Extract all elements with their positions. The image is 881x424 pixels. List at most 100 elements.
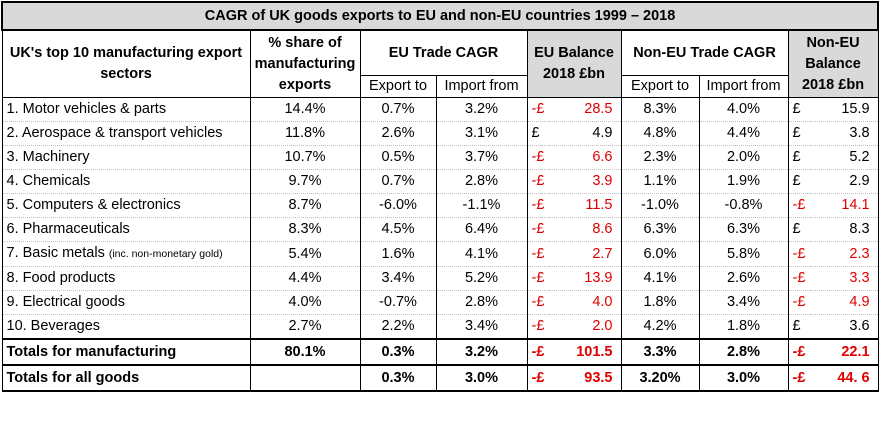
noneu-import-cell: 6.3% [698, 217, 789, 242]
share-cell: 4.0% [249, 290, 361, 315]
sector-name: 4. Chemicals [1, 169, 251, 194]
eu-balance-currency: -£ [526, 364, 549, 392]
table-row: 3. Machinery 10.7% 0.5% 3.7% -£ 6.6 2.3% 2.0% £5… [1, 145, 879, 170]
noneu-import-cell: 4.0% [698, 97, 789, 122]
sector-name: 7. Basic metals (inc. non-monetary gold) [1, 241, 251, 267]
eu-export-cell: -0.7% [359, 290, 437, 315]
sector-name-text: 7. Basic metals [6, 245, 109, 261]
eu-balance-cell: 2.7 [549, 241, 622, 267]
sector-name: 9. Electrical goods [1, 290, 251, 315]
noneu-import-cell: 1.9% [698, 169, 789, 194]
cagr-table: CAGR of UK goods exports to EU and non-E… [0, 1, 880, 392]
share-cell: 2.7% [249, 314, 361, 340]
table-row: 8. Food products 4.4% 3.4% 5.2% -£ 13.9 4.1% 2.… [1, 266, 879, 291]
noneu-balance-currency: -£ [787, 290, 810, 315]
noneu-balance-currency: -£ [787, 364, 810, 392]
noneu-balance-currency: -£ [787, 338, 810, 366]
table-row: 2. Aerospace & transport vehicles 11.8% 2.… [1, 121, 879, 146]
noneu-balance-cell: 3.8 [810, 121, 879, 146]
header-noneu-balance: Non-EU Balance 2018 £bn [787, 29, 879, 98]
eu-balance-currency: -£ [526, 193, 549, 218]
noneu-import-cell: -0.8% [698, 193, 789, 218]
table-totals: Totals for manufacturing 80.1% 0.3% 3.2% -£ 1… [1, 338, 879, 392]
noneu-export-cell: 1.8% [620, 290, 700, 315]
noneu-balance-currency: -£ [787, 266, 810, 291]
eu-balance-cell: 11.5 [549, 193, 622, 218]
eu-balance-cell: 6.6 [549, 145, 622, 170]
noneu-balance-cell: 2.3 [810, 241, 879, 267]
eu-import-cell: 3.1% [435, 121, 528, 146]
eu-export-cell: 2.6% [359, 121, 437, 146]
table-row: 6. Pharmaceuticals 8.3% 4.5% 6.4% -£ 8.6 6.3% 6… [1, 217, 879, 242]
header-eu-trade: EU Trade CAGR [359, 29, 528, 76]
share-cell: 10.7% [249, 145, 361, 170]
eu-balance-cell: 93.5 [549, 364, 622, 392]
noneu-export-cell: 4.8% [620, 121, 700, 146]
table-row: 4. Chemicals 9.7% 0.7% 2.8% -£ 3.9 1.1% 1.9% £2.… [1, 169, 879, 194]
noneu-balance-currency: £ [787, 145, 810, 170]
noneu-balance-currency: £ [787, 169, 810, 194]
table-title: CAGR of UK goods exports to EU and non-E… [0, 1, 880, 31]
noneu-import-cell: 5.8% [698, 241, 789, 267]
noneu-balance-currency: £ [787, 314, 810, 340]
eu-balance-cell: 8.6 [549, 217, 622, 242]
eu-export-cell: 0.5% [359, 145, 437, 170]
header-noneu-trade: Non-EU Trade CAGR [620, 29, 789, 76]
sector-name: 2. Aerospace & transport vehicles [1, 121, 251, 146]
noneu-export-cell: 2.3% [620, 145, 700, 170]
table-row: 1. Motor vehicles & parts 14.4% 0.7% 3.2% -£… [1, 97, 879, 122]
noneu-export-cell: 3.3% [620, 338, 700, 366]
noneu-balance-cell: 2.9 [810, 169, 879, 194]
header-eu-export-to: Export to [359, 75, 437, 98]
eu-import-cell: 3.0% [435, 364, 528, 392]
eu-balance-cell: 13.9 [549, 266, 622, 291]
sector-name-note: (inc. non-monetary gold) [108, 248, 223, 260]
noneu-export-cell: 8.3% [620, 97, 700, 122]
eu-balance-currency: -£ [526, 169, 549, 194]
eu-import-cell: 3.4% [435, 314, 528, 340]
share-cell: 8.3% [249, 217, 361, 242]
sector-name: 10. Beverages [1, 314, 251, 340]
table-row: Totals for all goods 0.3% 3.0% -£ 93.5 3.20% 3… [1, 364, 879, 392]
sector-name: 8. Food products [1, 266, 251, 291]
noneu-export-cell: 3.20% [620, 364, 700, 392]
sector-name: 1. Motor vehicles & parts [1, 97, 251, 122]
eu-balance-currency: -£ [526, 241, 549, 267]
sector-name: Totals for manufacturing [1, 338, 251, 366]
header-noneu-export-to: Export to [620, 75, 700, 98]
eu-import-cell: 2.8% [435, 290, 528, 315]
eu-balance-cell: 4.0 [549, 290, 622, 315]
noneu-balance-currency: £ [787, 97, 810, 122]
share-cell: 8.7% [249, 193, 361, 218]
eu-balance-cell: 3.9 [549, 169, 622, 194]
sector-name: 3. Machinery [1, 145, 251, 170]
sector-name: 6. Pharmaceuticals [1, 217, 251, 242]
eu-import-cell: 3.2% [435, 97, 528, 122]
noneu-import-cell: 1.8% [698, 314, 789, 340]
share-cell: 5.4% [249, 241, 361, 267]
eu-balance-cell: 4.9 [549, 121, 622, 146]
eu-export-cell: -6.0% [359, 193, 437, 218]
noneu-export-cell: -1.0% [620, 193, 700, 218]
noneu-import-cell: 3.0% [698, 364, 789, 392]
eu-export-cell: 4.5% [359, 217, 437, 242]
share-cell: 4.4% [249, 266, 361, 291]
noneu-import-cell: 2.8% [698, 338, 789, 366]
noneu-balance-currency: £ [787, 217, 810, 242]
eu-import-cell: 5.2% [435, 266, 528, 291]
noneu-balance-cell: 8.3 [810, 217, 879, 242]
noneu-balance-cell: 14.1 [810, 193, 879, 218]
noneu-import-cell: 4.4% [698, 121, 789, 146]
share-cell: 14.4% [249, 97, 361, 122]
noneu-export-cell: 1.1% [620, 169, 700, 194]
eu-export-cell: 0.7% [359, 97, 437, 122]
eu-export-cell: 3.4% [359, 266, 437, 291]
eu-export-cell: 1.6% [359, 241, 437, 267]
sector-name: 5. Computers & electronics [1, 193, 251, 218]
eu-import-cell: 4.1% [435, 241, 528, 267]
eu-balance-currency: -£ [526, 97, 549, 122]
eu-balance-currency: £ [526, 121, 549, 146]
table-row: 7. Basic metals (inc. non-monetary gold)… [1, 241, 879, 267]
eu-balance-currency: -£ [526, 145, 549, 170]
noneu-import-cell: 2.0% [698, 145, 789, 170]
